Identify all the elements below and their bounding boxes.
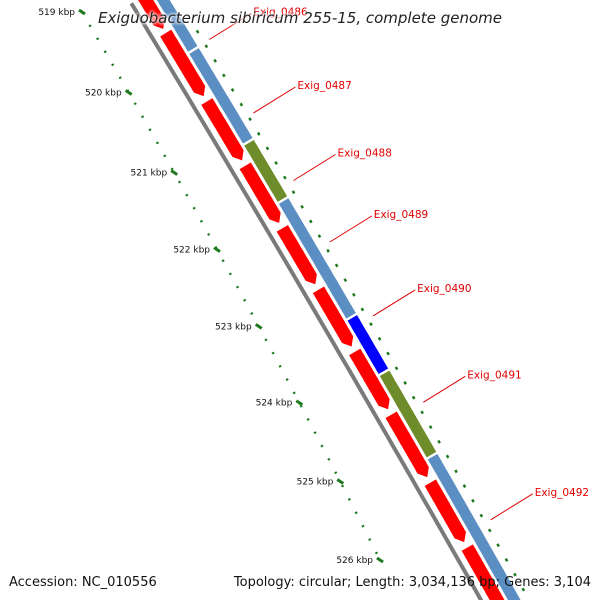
gene-label-3: Exig_0488 — [338, 148, 392, 160]
blast-hit-4 — [277, 196, 358, 320]
gene-leader-2 — [253, 86, 296, 114]
ruler-tick-5 — [254, 323, 263, 330]
cds-arrow-2 — [158, 28, 207, 98]
cds-arrow-1 — [136, 0, 166, 31]
ruler-tick-2 — [124, 89, 133, 96]
gene-leader-5 — [372, 289, 416, 317]
backbone-gap — [133, 0, 488, 600]
ruler-tick-label-4: 522 kbp — [173, 246, 210, 256]
cds-arrow-4 — [238, 161, 282, 225]
ruler-tick-8 — [376, 556, 384, 564]
accession-text: Accession: NC_010556 — [9, 575, 157, 590]
gene-leader-7 — [490, 493, 533, 521]
gene-label-7: Exig_0492 — [535, 487, 589, 499]
cds-arrow-9 — [423, 478, 468, 544]
cds-arrow-3 — [199, 96, 245, 162]
gene-label-2: Exig_0487 — [297, 80, 351, 92]
gene-label-4: Exig_0489 — [374, 209, 428, 221]
blast-hit-3 — [242, 138, 289, 204]
blast-hit-1 — [155, 0, 199, 54]
ruler-tick-label-3: 521 kbp — [131, 169, 168, 179]
outer-tick-ring — [195, 29, 529, 598]
ruler-tick-6 — [295, 399, 304, 406]
ruler-tick-label-6: 524 kbp — [256, 399, 293, 409]
blast-hit-7 — [426, 452, 522, 600]
ruler-tick-label-8: 526 kbp — [336, 556, 373, 566]
backbone-line — [129, 2, 484, 600]
cds-arrow-6 — [311, 285, 355, 348]
blast-hit-5 — [346, 313, 390, 376]
ruler-tick-label-2: 520 kbp — [85, 89, 122, 99]
blast-hit-6 — [378, 369, 438, 459]
cds-arrow-8 — [384, 410, 430, 479]
gene-label-5: Exig_0490 — [417, 283, 471, 295]
topology-summary: Topology: circular; Length: 3,034,136 bp… — [233, 575, 591, 590]
blast-hit-2 — [187, 46, 254, 145]
ruler-tick-4 — [213, 246, 221, 253]
gene-leader-6 — [423, 375, 466, 403]
ruler-tick-3 — [170, 169, 179, 176]
cds-arrow-5 — [275, 223, 318, 286]
ruler-tick-1 — [78, 8, 86, 16]
ruler-tick-7 — [336, 478, 345, 485]
gene-label-1: Exig_0486 — [253, 7, 308, 19]
ruler-tick-label-1: 519 kbp — [38, 8, 75, 18]
gene-label-6: Exig_0491 — [467, 369, 521, 381]
ruler-dotted-line — [80, 11, 382, 561]
gene-leader-1 — [209, 13, 252, 40]
ruler-tick-label-7: 525 kbp — [297, 478, 334, 488]
cds-arrow-7 — [347, 347, 391, 411]
ruler-tick-label-5: 523 kbp — [215, 322, 252, 332]
gene-leader-4 — [329, 215, 373, 243]
cds-arrow-10 — [460, 543, 506, 600]
map-title: Exiguobacterium sibiricum 255-15, comple… — [98, 9, 502, 27]
gene-leader-3 — [293, 154, 336, 181]
